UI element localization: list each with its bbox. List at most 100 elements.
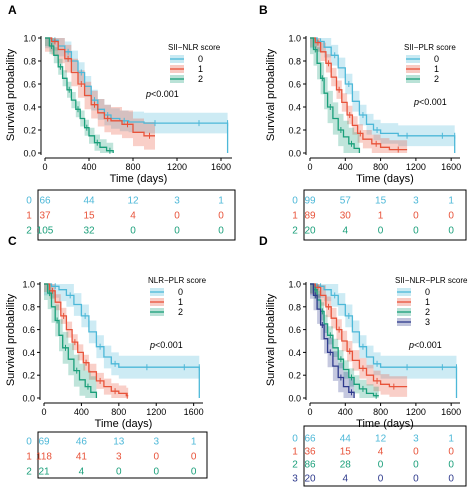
risk-table-cell: 0 [174, 211, 180, 222]
ci-band-1 [310, 284, 408, 397]
y-tick-label: 0.0 [22, 394, 35, 404]
risk-table-cell: 1 [218, 196, 224, 207]
x-tick-label: 1200 [406, 407, 426, 417]
y-tick-label: 0.2 [288, 126, 301, 136]
y-axis-label: Survival probability [265, 293, 277, 386]
risk-table-cell: 3 [116, 452, 122, 463]
risk-table-cell: 15 [83, 211, 95, 222]
legend-label-3: 3 [425, 317, 430, 327]
risk-table-cell: 32 [83, 226, 95, 237]
panel-d: D Survival probability 0.0 0.2 0.4 0.6 0.8 1.0 0… [259, 234, 468, 487]
y-tick-label: 0.0 [288, 394, 301, 404]
legend-title: SII−PLR score [404, 43, 456, 52]
risk-table-cell: 0 [448, 226, 454, 237]
legend-label-1: 1 [434, 64, 439, 74]
y-tick-label: 0.2 [23, 126, 36, 136]
risk-table-cell: 0 [413, 226, 419, 237]
legend-title: NLR−PLR score [148, 276, 207, 285]
risk-table-group-1: 1 [26, 211, 32, 222]
risk-table-cell: 0 [448, 460, 454, 471]
panel-label: A [8, 3, 17, 17]
risk-table-cell: 4 [130, 211, 136, 222]
risk-table-group-2: 2 [292, 226, 298, 237]
ci-band-1 [44, 284, 129, 398]
risk-table-group-0: 0 [26, 437, 32, 448]
legend-label-2: 2 [425, 307, 430, 317]
risk-table-cell: 4 [343, 226, 349, 237]
x-tick-label: 1600 [441, 407, 461, 417]
risk-table-cell: 1 [448, 196, 454, 207]
risk-table-cell: 0 [378, 226, 384, 237]
ci-band-0 [310, 284, 457, 398]
risk-table-cell: 15 [375, 196, 387, 207]
risk-table-cell: 0 [153, 467, 159, 478]
ci-band-0 [310, 38, 455, 153]
risk-table-cell: 0 [174, 226, 180, 237]
risk-table-cell: 0 [413, 474, 419, 485]
risk-table-cell: 13 [113, 437, 125, 448]
risk-table-cell: 0 [130, 226, 136, 237]
p-value-label: p<0.001 [413, 97, 447, 107]
risk-table-cell: 0 [116, 467, 122, 478]
survival-line-3 [310, 283, 355, 398]
risk-table-group-0: 0 [26, 196, 32, 207]
legend-label-1: 1 [425, 297, 430, 307]
risk-table-group-2: 2 [26, 467, 32, 478]
risk-table-group-0: 0 [292, 434, 298, 445]
risk-table-cell: 69 [38, 437, 50, 448]
legend-label-2: 2 [434, 74, 439, 84]
x-tick-label: 400 [81, 162, 96, 172]
survival-line-0 [310, 283, 458, 398]
risk-table-cell: 105 [37, 226, 54, 237]
risk-table-cell: 66 [39, 196, 51, 207]
x-tick-label: 400 [338, 407, 353, 417]
risk-table-cell: 30 [340, 211, 352, 222]
risk-table-cell: 118 [36, 452, 52, 463]
y-tick-label: 0.6 [288, 80, 301, 90]
survival-line-2 [45, 37, 114, 153]
risk-table-cell: 12 [127, 196, 139, 207]
risk-table-group-1: 1 [292, 211, 298, 222]
risk-table-cell: 0 [191, 452, 197, 463]
risk-table-cell: 4 [79, 467, 85, 478]
risk-table-group-3: 3 [292, 474, 298, 485]
x-axis-label: Time (days) [356, 173, 414, 185]
risk-table-cell: 12 [375, 434, 387, 445]
legend-label-0: 0 [198, 54, 203, 64]
risk-table-cell: 44 [340, 434, 352, 445]
survival-line-0 [44, 283, 200, 398]
y-tick-label: 1.0 [288, 34, 301, 44]
risk-table-group-1: 1 [292, 447, 298, 458]
risk-table-cell: 36 [304, 447, 316, 458]
x-axis-label: Time (days) [95, 418, 153, 430]
y-tick-label: 0.4 [22, 348, 35, 358]
x-tick-label: 800 [373, 162, 388, 172]
y-tick-label: 0.4 [288, 103, 301, 113]
y-tick-label: 0.2 [288, 371, 301, 381]
risk-table-cell: 21 [38, 467, 50, 478]
x-tick-label: 800 [373, 407, 388, 417]
y-tick-label: 0.8 [288, 302, 301, 312]
risk-table-cell: 0 [191, 467, 197, 478]
risk-table-cell: 4 [378, 447, 384, 458]
risk-table-cell: 0 [448, 474, 454, 485]
y-tick-label: 0.4 [288, 348, 301, 358]
risk-table-cell: 3 [153, 437, 159, 448]
ci-band-0 [44, 284, 200, 398]
legend-label-2: 2 [178, 307, 183, 317]
risk-table-cell: 20 [304, 226, 316, 237]
risk-table-cell: 0 [218, 211, 224, 222]
risk-table-cell: 0 [448, 447, 454, 458]
risk-table-cell: 0 [153, 452, 159, 463]
y-tick-label: 0.6 [22, 325, 35, 335]
x-tick-label: 0 [307, 162, 312, 172]
risk-table-cell: 1 [378, 211, 384, 222]
ci-band-2 [310, 38, 360, 153]
x-tick-label: 400 [74, 407, 89, 417]
legend-label-1: 1 [198, 64, 203, 74]
x-tick-label: 800 [125, 162, 140, 172]
x-tick-label: 1600 [184, 407, 204, 417]
y-tick-label: 0.4 [23, 103, 36, 113]
p-value-label: p<0.001 [149, 340, 183, 350]
